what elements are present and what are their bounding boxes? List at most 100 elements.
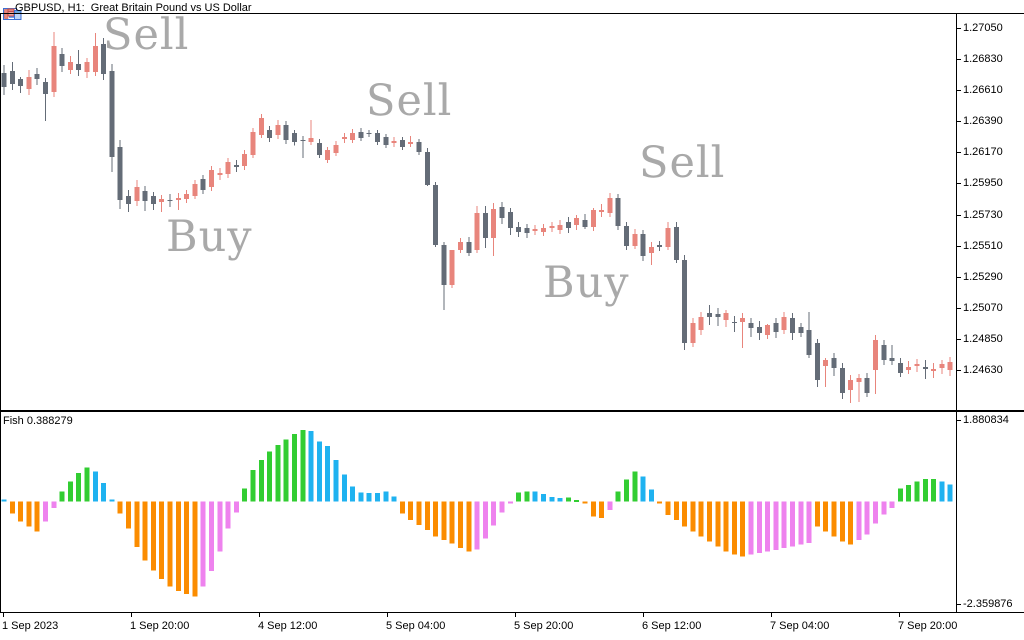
candlestick	[267, 125, 273, 142]
fish-histogram-bar	[582, 501, 588, 504]
fish-histogram-bar	[300, 430, 306, 502]
candlestick	[565, 217, 571, 233]
candlestick	[26, 69, 32, 95]
fish-histogram-bar	[524, 491, 530, 502]
fish-histogram-bar	[698, 501, 704, 537]
indicator-max-label: 1.880834	[963, 414, 1009, 426]
fish-histogram-bar	[856, 501, 862, 540]
candlestick	[640, 229, 646, 261]
candlestick	[806, 312, 812, 358]
fish-histogram-bar	[839, 501, 845, 542]
candlestick	[275, 120, 281, 139]
fish-histogram-bar	[391, 496, 397, 502]
candlestick	[881, 339, 887, 365]
candlestick	[715, 307, 721, 326]
indicator-divider[interactable]	[0, 410, 1024, 412]
fish-histogram-bar	[748, 501, 754, 555]
candlestick	[482, 205, 488, 248]
candlestick	[873, 334, 878, 394]
price-axis-tick	[956, 90, 961, 91]
candlestick	[159, 194, 165, 213]
candlestick	[657, 240, 663, 251]
candlestick	[731, 316, 737, 332]
candlestick	[92, 32, 98, 77]
candlestick-plot[interactable]	[0, 14, 956, 411]
fish-histogram-bar	[914, 481, 920, 502]
fish-histogram-bar	[308, 430, 314, 502]
fish-histogram-bar	[947, 484, 953, 502]
fish-histogram-bar	[325, 445, 331, 502]
fisher-histogram-plot[interactable]	[0, 413, 956, 612]
candlestick	[308, 120, 314, 146]
fish-histogram-bar	[458, 501, 463, 549]
signal-label-sell: Sell	[103, 10, 190, 60]
candlestick	[283, 120, 289, 145]
fish-histogram-bar	[26, 501, 32, 527]
fish-histogram-bar	[549, 497, 555, 502]
candlestick	[648, 241, 654, 265]
fish-histogram-bar	[516, 492, 522, 502]
candlestick	[142, 185, 148, 212]
price-axis-label: 1.26830	[963, 53, 1003, 65]
fish-histogram-bar	[565, 497, 571, 502]
candlestick	[292, 129, 297, 146]
fish-histogram-bar	[76, 473, 82, 502]
fish-histogram-bar	[881, 501, 887, 515]
candlestick	[1, 65, 7, 95]
fish-histogram-bar	[283, 439, 289, 502]
time-axis-tick	[771, 613, 772, 617]
candlestick	[424, 147, 430, 186]
price-axis-label: 1.25290	[963, 271, 1003, 283]
fish-histogram-bar	[167, 501, 173, 587]
signal-label-sell: Sell	[366, 76, 453, 126]
indicator-axis-tick	[956, 420, 961, 421]
fish-histogram-bar	[217, 501, 223, 552]
fish-histogram-bar	[574, 499, 580, 502]
candlestick	[51, 31, 57, 97]
candlestick	[856, 373, 862, 402]
fish-histogram-bar	[640, 476, 646, 502]
fish-histogram-bar	[209, 501, 214, 572]
fish-histogram-bar	[449, 501, 455, 544]
candlestick	[175, 192, 181, 211]
fish-histogram-bar	[250, 470, 256, 502]
candlestick	[258, 114, 264, 138]
fish-histogram-bar	[590, 501, 596, 517]
candlestick	[300, 135, 306, 159]
fish-histogram-bar	[599, 501, 605, 519]
time-axis-label: 7 Sep 04:00	[770, 620, 830, 632]
time-axis-label: 6 Sep 12:00	[642, 620, 702, 632]
candlestick	[814, 338, 820, 387]
candlestick	[399, 136, 405, 150]
candlestick	[848, 374, 854, 403]
candlestick	[109, 64, 115, 173]
candlestick	[433, 181, 439, 247]
time-axis-tick	[131, 613, 132, 617]
fish-histogram-bar	[491, 501, 497, 526]
candlestick	[574, 215, 580, 230]
fish-histogram-bar	[798, 501, 804, 545]
fish-histogram-bar	[43, 501, 48, 522]
candlestick	[34, 67, 40, 85]
candlestick	[897, 357, 903, 377]
candlestick	[449, 250, 455, 288]
candlestick	[582, 214, 588, 229]
candlestick	[242, 149, 248, 170]
fish-histogram-bar	[707, 501, 712, 542]
candlestick	[366, 130, 372, 137]
candlestick	[167, 193, 173, 207]
fish-histogram-bar	[18, 501, 24, 522]
candlestick	[18, 77, 24, 94]
signal-label-sell: Sell	[639, 138, 726, 188]
fisher-indicator-surface[interactable]	[0, 413, 956, 612]
price-chart-surface[interactable]	[0, 14, 956, 411]
fish-histogram-bar	[1, 499, 7, 502]
fish-histogram-bar	[873, 501, 878, 524]
candlestick	[499, 201, 505, 225]
candlestick	[416, 138, 422, 155]
candlestick	[557, 220, 563, 234]
fish-histogram-bar	[192, 501, 198, 597]
fish-histogram-bar	[316, 441, 322, 502]
candlestick	[184, 189, 190, 203]
fish-histogram-bar	[101, 483, 107, 502]
